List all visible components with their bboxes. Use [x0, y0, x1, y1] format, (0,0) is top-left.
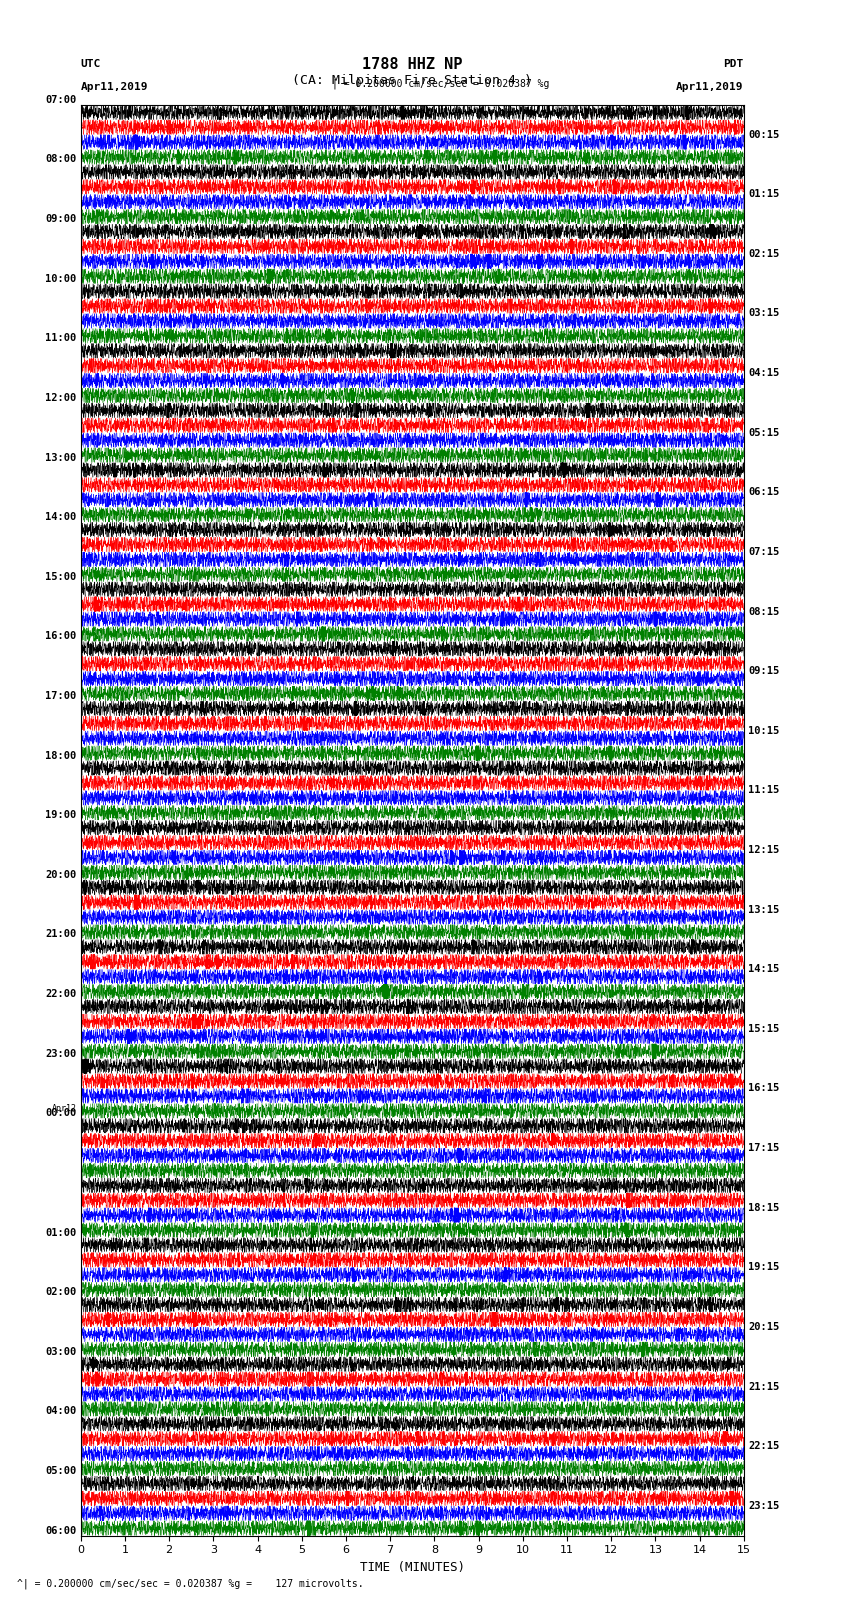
Text: 04:15: 04:15 — [748, 368, 779, 377]
Text: 06:15: 06:15 — [748, 487, 779, 497]
Text: 15:15: 15:15 — [748, 1024, 779, 1034]
Text: | = 0.200000 cm/sec/sec = 0.020387 %g: | = 0.200000 cm/sec/sec = 0.020387 %g — [332, 79, 549, 89]
Text: 18:00: 18:00 — [45, 750, 76, 761]
Text: 07:15: 07:15 — [748, 547, 779, 556]
Text: 09:00: 09:00 — [45, 215, 76, 224]
Text: 05:00: 05:00 — [45, 1466, 76, 1476]
Text: 07:00: 07:00 — [45, 95, 76, 105]
Text: 22:15: 22:15 — [748, 1440, 779, 1452]
Text: 18:15: 18:15 — [748, 1203, 779, 1213]
Text: 05:15: 05:15 — [748, 427, 779, 437]
Text: 04:00: 04:00 — [45, 1407, 76, 1416]
Text: 23:15: 23:15 — [748, 1500, 779, 1511]
Text: 08:15: 08:15 — [748, 606, 779, 616]
Text: 17:00: 17:00 — [45, 690, 76, 702]
Text: (CA: Milpitas Fire Station 4 ): (CA: Milpitas Fire Station 4 ) — [292, 74, 532, 87]
Text: 20:00: 20:00 — [45, 869, 76, 879]
Text: 02:00: 02:00 — [45, 1287, 76, 1297]
Text: 17:15: 17:15 — [748, 1144, 779, 1153]
Text: 13:15: 13:15 — [748, 905, 779, 915]
Text: 14:15: 14:15 — [748, 965, 779, 974]
Text: 03:00: 03:00 — [45, 1347, 76, 1357]
Text: 09:15: 09:15 — [748, 666, 779, 676]
Text: 19:15: 19:15 — [748, 1263, 779, 1273]
Text: 15:00: 15:00 — [45, 571, 76, 582]
Text: 13:00: 13:00 — [45, 453, 76, 463]
Text: 19:00: 19:00 — [45, 810, 76, 821]
Text: 16:00: 16:00 — [45, 631, 76, 642]
Text: 1788 HHZ NP: 1788 HHZ NP — [362, 56, 462, 73]
Text: 08:00: 08:00 — [45, 155, 76, 165]
Text: 10:15: 10:15 — [748, 726, 779, 736]
Text: 11:15: 11:15 — [748, 786, 779, 795]
Text: 00:00: 00:00 — [45, 1108, 76, 1118]
X-axis label: TIME (MINUTES): TIME (MINUTES) — [360, 1561, 465, 1574]
Text: ^| = 0.200000 cm/sec/sec = 0.020387 %g =    127 microvolts.: ^| = 0.200000 cm/sec/sec = 0.020387 %g =… — [17, 1579, 364, 1589]
Text: 20:15: 20:15 — [748, 1323, 779, 1332]
Text: PDT: PDT — [723, 60, 744, 69]
Text: Apr12: Apr12 — [52, 1105, 76, 1113]
Text: 16:15: 16:15 — [748, 1084, 779, 1094]
Text: 14:00: 14:00 — [45, 513, 76, 523]
Text: 12:00: 12:00 — [45, 394, 76, 403]
Text: 03:15: 03:15 — [748, 308, 779, 318]
Text: 22:00: 22:00 — [45, 989, 76, 998]
Text: 12:15: 12:15 — [748, 845, 779, 855]
Text: 01:00: 01:00 — [45, 1227, 76, 1237]
Text: UTC: UTC — [81, 60, 101, 69]
Text: 21:00: 21:00 — [45, 929, 76, 939]
Text: 06:00: 06:00 — [45, 1526, 76, 1536]
Text: 01:15: 01:15 — [748, 189, 779, 200]
Text: 21:15: 21:15 — [748, 1382, 779, 1392]
Text: 00:15: 00:15 — [748, 129, 779, 140]
Text: 10:00: 10:00 — [45, 274, 76, 284]
Text: 02:15: 02:15 — [748, 248, 779, 258]
Text: 11:00: 11:00 — [45, 334, 76, 344]
Text: Apr11,2019: Apr11,2019 — [677, 82, 744, 92]
Text: Apr11,2019: Apr11,2019 — [81, 82, 148, 92]
Text: 23:00: 23:00 — [45, 1048, 76, 1058]
